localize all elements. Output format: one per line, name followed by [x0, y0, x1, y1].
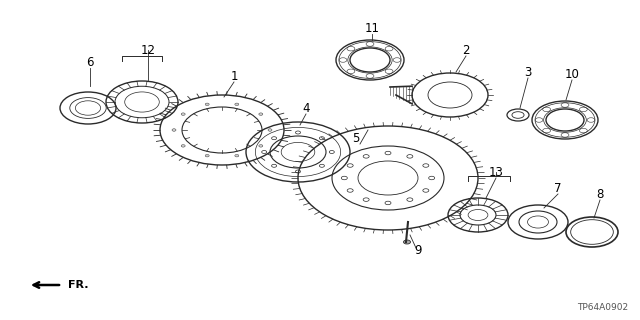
Ellipse shape [235, 103, 239, 106]
Text: 8: 8 [596, 188, 604, 201]
Text: 7: 7 [554, 181, 562, 195]
Ellipse shape [403, 240, 410, 244]
Ellipse shape [205, 155, 209, 157]
Text: 4: 4 [302, 101, 310, 115]
Text: 3: 3 [524, 66, 532, 78]
Text: 13: 13 [488, 165, 504, 179]
Text: 2: 2 [462, 44, 470, 57]
Text: 6: 6 [86, 55, 93, 68]
Ellipse shape [181, 145, 185, 147]
Ellipse shape [259, 145, 263, 147]
Ellipse shape [268, 129, 272, 131]
Ellipse shape [259, 113, 263, 116]
Text: 5: 5 [352, 132, 360, 145]
Ellipse shape [205, 103, 209, 106]
Text: 11: 11 [365, 21, 380, 35]
Text: 1: 1 [230, 69, 237, 83]
Text: TP64A0902: TP64A0902 [577, 303, 628, 312]
Ellipse shape [235, 155, 239, 157]
Text: 9: 9 [414, 244, 422, 257]
Text: 10: 10 [564, 68, 579, 81]
Text: FR.: FR. [68, 280, 88, 290]
Text: 12: 12 [141, 44, 156, 57]
Ellipse shape [181, 113, 185, 116]
Ellipse shape [172, 129, 176, 131]
